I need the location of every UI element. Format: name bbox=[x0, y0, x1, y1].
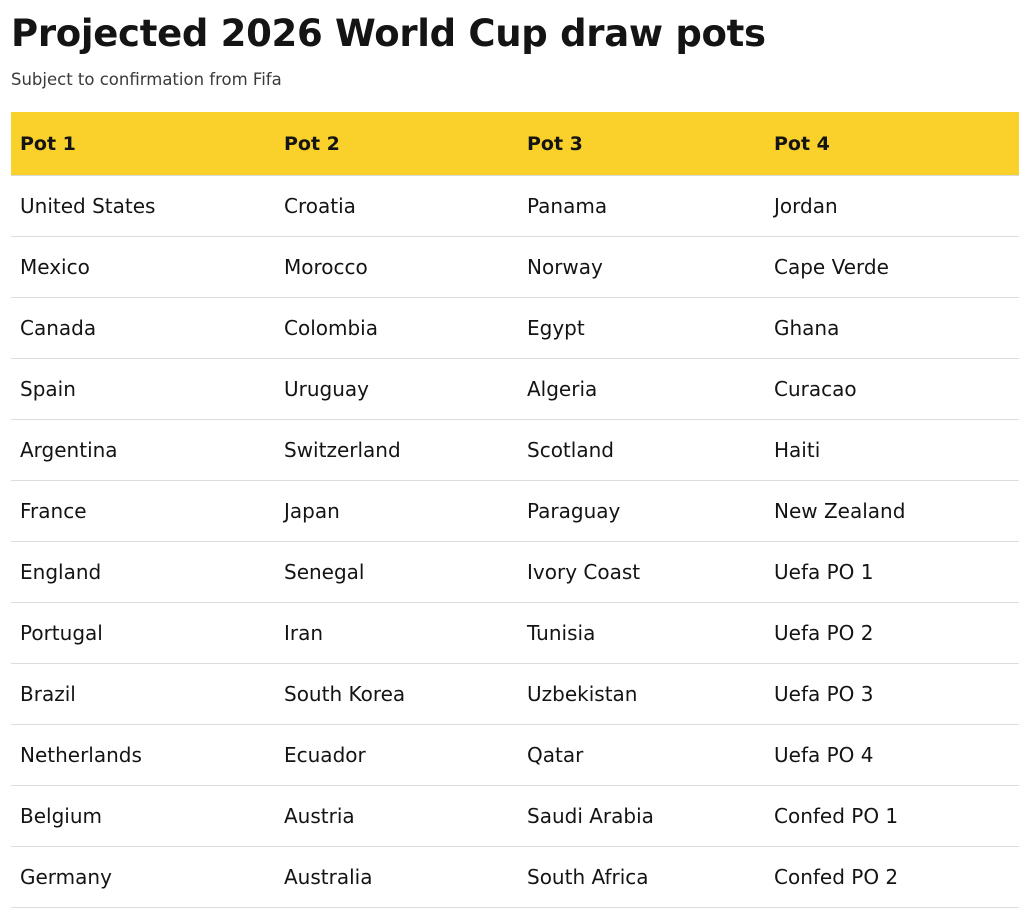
table-header: Pot 1 Pot 2 Pot 3 Pot 4 bbox=[11, 112, 1019, 176]
team-cell-pot-1: Portugal bbox=[11, 602, 275, 664]
team-cell-pot-1: Argentina bbox=[11, 419, 275, 481]
article-figure: Projected 2026 World Cup draw pots Subje… bbox=[11, 0, 1019, 908]
team-cell-pot-3: Paraguay bbox=[518, 480, 765, 542]
team-cell-pot-2: Colombia bbox=[275, 297, 518, 359]
team-cell-pot-4: Uefa PO 4 bbox=[765, 724, 1019, 786]
team-cell-pot-4: Jordan bbox=[765, 175, 1019, 237]
table-row: United States Croatia Panama Jordan bbox=[11, 175, 1019, 237]
table-row: Netherlands Ecuador Qatar Uefa PO 4 bbox=[11, 724, 1019, 786]
page-title: Projected 2026 World Cup draw pots bbox=[11, 12, 766, 55]
table-row: England Senegal Ivory Coast Uefa PO 1 bbox=[11, 541, 1019, 603]
team-cell-pot-2: Austria bbox=[275, 785, 518, 847]
team-cell-pot-2: Morocco bbox=[275, 236, 518, 298]
team-cell-pot-1: Netherlands bbox=[11, 724, 275, 786]
table-body: United States Croatia Panama Jordan Mexico Mo… bbox=[11, 175, 1019, 908]
team-cell-pot-2: Japan bbox=[275, 480, 518, 542]
team-cell-pot-4: Confed PO 2 bbox=[765, 846, 1019, 908]
team-cell-pot-4: Uefa PO 3 bbox=[765, 663, 1019, 725]
team-cell-pot-1: Mexico bbox=[11, 236, 275, 298]
table-row: Belgium Austria Saudi Arabia Confed PO 1 bbox=[11, 785, 1019, 847]
team-cell-pot-1: England bbox=[11, 541, 275, 603]
team-cell-pot-3: Scotland bbox=[518, 419, 765, 481]
team-cell-pot-2: Ecuador bbox=[275, 724, 518, 786]
team-cell-pot-3: Uzbekistan bbox=[518, 663, 765, 725]
team-cell-pot-3: Qatar bbox=[518, 724, 765, 786]
column-header-pot-3: Pot 3 bbox=[518, 112, 765, 176]
team-cell-pot-3: Egypt bbox=[518, 297, 765, 359]
table-row: Portugal Iran Tunisia Uefa PO 2 bbox=[11, 602, 1019, 664]
table-row: Germany Australia South Africa Confed PO 2 bbox=[11, 846, 1019, 908]
team-cell-pot-4: Confed PO 1 bbox=[765, 785, 1019, 847]
team-cell-pot-2: Switzerland bbox=[275, 419, 518, 481]
team-cell-pot-2: Uruguay bbox=[275, 358, 518, 420]
team-cell-pot-4: Ghana bbox=[765, 297, 1019, 359]
team-cell-pot-1: Spain bbox=[11, 358, 275, 420]
team-cell-pot-1: Brazil bbox=[11, 663, 275, 725]
team-cell-pot-1: United States bbox=[11, 175, 275, 237]
team-cell-pot-1: Belgium bbox=[11, 785, 275, 847]
draw-pots-table: Pot 1 Pot 2 Pot 3 Pot 4 United States Cro… bbox=[11, 112, 1019, 908]
team-cell-pot-4: New Zealand bbox=[765, 480, 1019, 542]
team-cell-pot-2: South Korea bbox=[275, 663, 518, 725]
team-cell-pot-4: Uefa PO 2 bbox=[765, 602, 1019, 664]
team-cell-pot-3: South Africa bbox=[518, 846, 765, 908]
team-cell-pot-2: Croatia bbox=[275, 175, 518, 237]
table-row: Spain Uruguay Algeria Curacao bbox=[11, 358, 1019, 420]
team-cell-pot-4: Curacao bbox=[765, 358, 1019, 420]
team-cell-pot-3: Norway bbox=[518, 236, 765, 298]
table-row: Brazil South Korea Uzbekistan Uefa PO 3 bbox=[11, 663, 1019, 725]
page-subtitle: Subject to confirmation from Fifa bbox=[11, 70, 282, 89]
team-cell-pot-3: Ivory Coast bbox=[518, 541, 765, 603]
team-cell-pot-2: Australia bbox=[275, 846, 518, 908]
team-cell-pot-3: Saudi Arabia bbox=[518, 785, 765, 847]
team-cell-pot-2: Senegal bbox=[275, 541, 518, 603]
table-row: France Japan Paraguay New Zealand bbox=[11, 480, 1019, 542]
table-row: Argentina Switzerland Scotland Haiti bbox=[11, 419, 1019, 481]
team-cell-pot-1: Germany bbox=[11, 846, 275, 908]
column-header-pot-4: Pot 4 bbox=[765, 112, 1019, 176]
team-cell-pot-4: Cape Verde bbox=[765, 236, 1019, 298]
team-cell-pot-1: France bbox=[11, 480, 275, 542]
table-row: Mexico Morocco Norway Cape Verde bbox=[11, 236, 1019, 298]
team-cell-pot-3: Tunisia bbox=[518, 602, 765, 664]
team-cell-pot-4: Uefa PO 1 bbox=[765, 541, 1019, 603]
column-header-pot-1: Pot 1 bbox=[11, 112, 275, 176]
team-cell-pot-3: Panama bbox=[518, 175, 765, 237]
team-cell-pot-4: Haiti bbox=[765, 419, 1019, 481]
table-row: Canada Colombia Egypt Ghana bbox=[11, 297, 1019, 359]
team-cell-pot-1: Canada bbox=[11, 297, 275, 359]
column-header-pot-2: Pot 2 bbox=[275, 112, 518, 176]
team-cell-pot-2: Iran bbox=[275, 602, 518, 664]
team-cell-pot-3: Algeria bbox=[518, 358, 765, 420]
table-header-row: Pot 1 Pot 2 Pot 3 Pot 4 bbox=[11, 112, 1019, 176]
